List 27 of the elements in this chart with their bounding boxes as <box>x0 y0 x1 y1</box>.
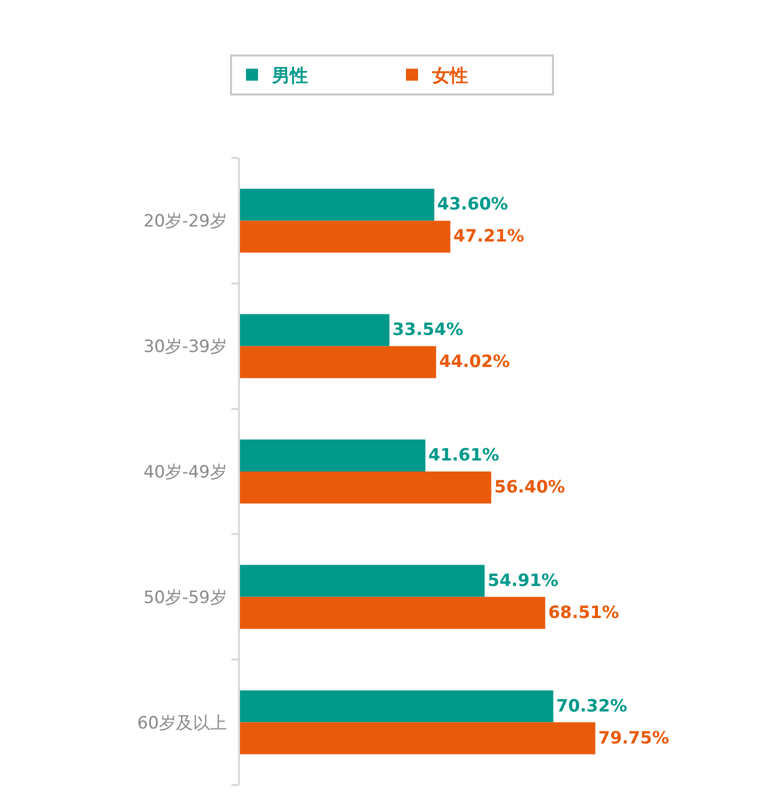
data-label: 43.60% <box>437 194 508 215</box>
data-label: 44.02% <box>439 352 510 372</box>
y-tick-label: 50岁-59岁 <box>143 588 227 608</box>
bar <box>240 690 554 722</box>
bar <box>240 188 434 221</box>
bar <box>240 346 436 378</box>
bar <box>240 472 492 504</box>
y-tick-label: 60岁及以上 <box>137 713 227 734</box>
bar <box>240 220 450 253</box>
data-label: 41.61% <box>428 446 500 466</box>
data-label: 79.75% <box>598 728 670 748</box>
legend-label: 男性 <box>271 66 308 87</box>
bar <box>240 440 426 472</box>
data-label: 70.32% <box>556 696 628 716</box>
bar <box>240 314 390 346</box>
data-label: 56.40% <box>494 477 566 498</box>
bar <box>240 564 485 597</box>
y-tick-label: 20岁-29岁 <box>143 212 227 232</box>
legend-label: 女性 <box>431 66 468 87</box>
bar <box>240 722 596 754</box>
bar <box>240 596 546 629</box>
data-label: 33.54% <box>392 320 464 340</box>
data-label: 47.21% <box>453 226 524 247</box>
data-label: 54.91% <box>488 570 558 591</box>
y-tick-label: 40岁-49岁 <box>143 462 227 482</box>
y-tick-label: 30岁-39岁 <box>143 337 227 358</box>
data-label: 68.51% <box>548 602 620 623</box>
